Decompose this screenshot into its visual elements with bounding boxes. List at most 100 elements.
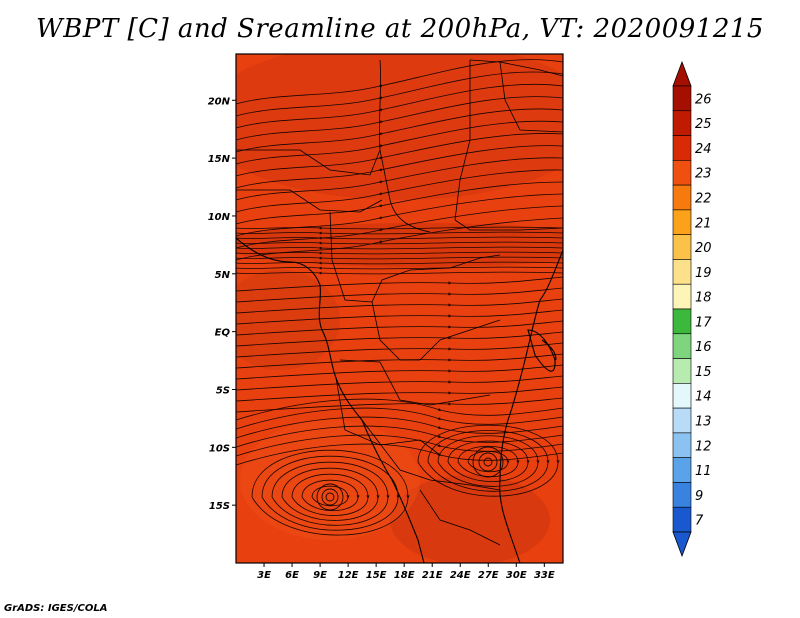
lat-tick-label: 10N <box>208 212 231 223</box>
colorbar-label: 13 <box>695 415 712 430</box>
colorbar-swatch <box>672 407 692 434</box>
streamline <box>427 430 550 492</box>
streamline <box>236 266 563 270</box>
colorbar-swatch <box>672 506 692 533</box>
wbpt-patch-jet <box>236 223 563 267</box>
circulation-center-west <box>316 483 344 511</box>
streamline <box>236 364 563 380</box>
colorbar-swatch <box>672 383 692 409</box>
streamline <box>291 473 370 516</box>
colorbar-swatch <box>672 259 692 285</box>
streamline <box>236 416 563 439</box>
grads-credit: GrADS: IGES/COLA <box>4 603 108 614</box>
colorbar-top-arrow <box>672 60 692 87</box>
colorbar-swatch <box>672 234 692 260</box>
streamline <box>457 445 520 478</box>
lon-tick-label: 3E <box>257 570 271 581</box>
streamline <box>236 157 563 201</box>
streamline <box>236 205 563 249</box>
colorbar-label: 9 <box>695 489 703 504</box>
lon-tick-label: 12E <box>338 570 359 581</box>
lat-tick-label: 15N <box>208 154 231 165</box>
streamline <box>236 375 563 391</box>
streamline <box>236 320 563 336</box>
colorbar-label: 21 <box>695 216 712 231</box>
streamline <box>236 287 563 303</box>
colorbar-label: 23 <box>695 167 712 182</box>
map-frame <box>235 53 564 564</box>
colorbar-label: 19 <box>695 266 712 281</box>
streamline <box>236 181 563 225</box>
longitude-axis: 3E 6E 9E 12E 15E 18E 21E 24E 27E 30E 33E <box>257 563 555 581</box>
streamline <box>236 425 563 448</box>
streamline <box>236 145 563 189</box>
colorbar-label: 18 <box>695 291 712 306</box>
colorbar-label: 15 <box>695 365 712 380</box>
streamline <box>281 467 380 521</box>
colorbar-label: 16 <box>695 340 712 355</box>
streamline <box>311 485 350 507</box>
streamline <box>236 133 563 177</box>
streamline <box>236 434 563 457</box>
colorbar: 26 25 24 23 22 21 20 19 18 17 16 15 14 13 12 11 9 7 <box>672 60 712 558</box>
wbpt-patch-southeast <box>390 475 550 563</box>
lon-tick-label: 30E <box>506 570 527 581</box>
colorbar-swatch <box>672 110 692 136</box>
streamline <box>236 353 563 369</box>
colorbar-label: 20 <box>695 241 712 256</box>
streamline <box>236 386 563 402</box>
lat-tick-label: 10S <box>209 443 230 454</box>
colorbar-swatch <box>672 160 692 186</box>
streamline <box>236 331 563 347</box>
streamline <box>236 443 563 466</box>
colorbar-swatch <box>672 135 692 161</box>
streamline <box>236 251 563 255</box>
streamline <box>236 226 563 230</box>
colorbar-label: 11 <box>695 464 712 479</box>
colorbar-swatch <box>672 457 692 483</box>
streamline <box>236 246 563 250</box>
colorbar-label: 7 <box>695 514 704 529</box>
lon-tick-label: 21E <box>422 570 443 581</box>
colorbar-label: 12 <box>695 439 712 454</box>
lon-tick-label: 24E <box>450 570 471 581</box>
colorbar-swatch <box>672 283 692 310</box>
map-plot-area <box>235 53 564 564</box>
lat-tick-label: 20N <box>208 96 231 107</box>
streamline <box>236 231 563 235</box>
streamline <box>236 398 563 421</box>
lon-tick-label: 6E <box>285 570 299 581</box>
streamline <box>236 256 563 260</box>
lat-tick-label: 15S <box>209 501 230 512</box>
lat-tick-label: 5S <box>216 385 230 396</box>
streamline <box>236 169 563 213</box>
colorbar-label: 17 <box>695 315 712 330</box>
wbpt-patch-north <box>236 54 563 200</box>
streamline <box>236 108 563 153</box>
streamline <box>236 96 563 141</box>
lon-tick-label: 27E <box>478 570 499 581</box>
streamline <box>236 342 563 358</box>
lon-tick-label: 9E <box>313 570 327 581</box>
streamline <box>236 271 563 275</box>
streamline <box>236 261 563 265</box>
streamline <box>236 193 563 237</box>
lat-tick-label: EQ <box>215 328 231 339</box>
streamline <box>447 440 530 482</box>
streamline <box>251 449 410 536</box>
wbpt-patch-west <box>236 270 340 370</box>
streamline <box>417 424 560 497</box>
colorbar-label: 14 <box>695 390 712 405</box>
colorbar-label: 26 <box>695 92 712 107</box>
coastlines <box>236 237 563 563</box>
lon-tick-label: 18E <box>394 570 415 581</box>
colorbar-swatch <box>672 209 692 235</box>
colorbar-label: 25 <box>695 117 712 132</box>
colorbar-swatch <box>672 482 692 508</box>
streamline <box>236 236 563 240</box>
streamline <box>261 455 400 531</box>
circulation-center-east <box>472 446 504 478</box>
lon-tick-label: 15E <box>366 570 387 581</box>
streamline <box>437 435 540 487</box>
